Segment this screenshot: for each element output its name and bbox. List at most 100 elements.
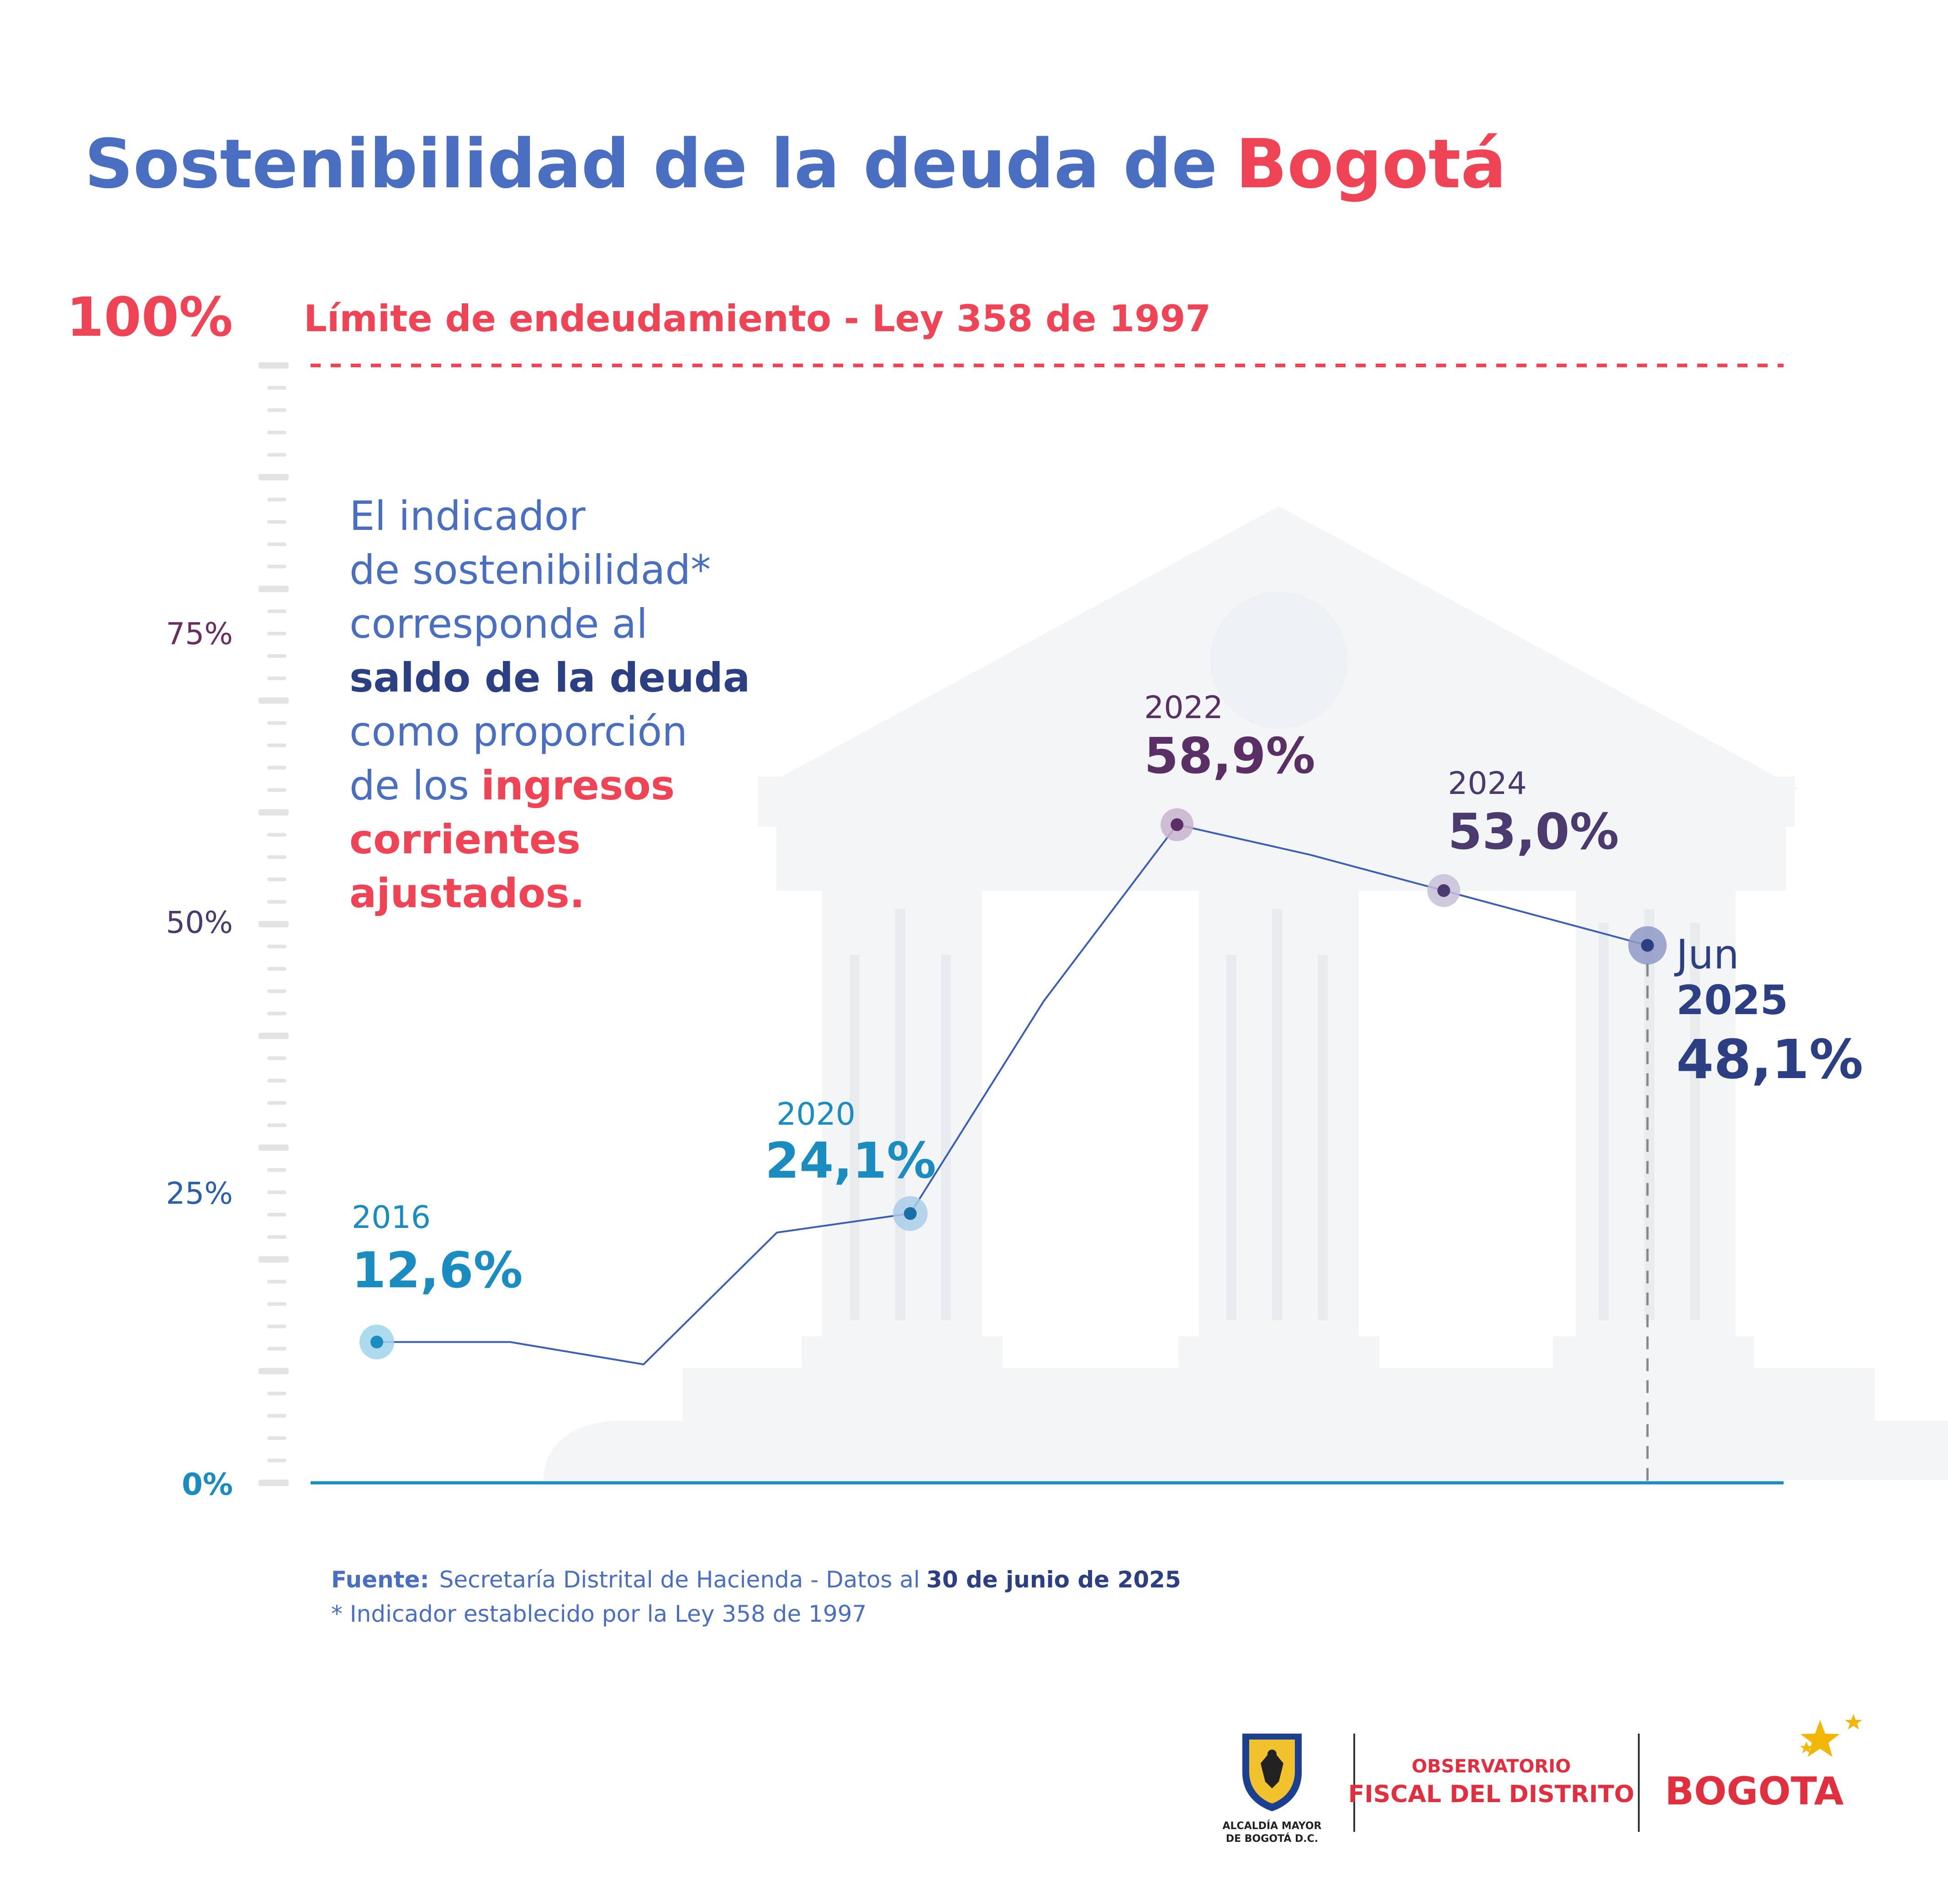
- description-line-4: saldo de la deuda: [349, 654, 750, 701]
- y-axis-tick: [267, 408, 286, 412]
- y-axis-tick: [267, 788, 286, 792]
- data-point-2024: [1437, 884, 1450, 897]
- column-flutes: [850, 909, 1700, 1320]
- annotation-2016-value: 12,6%: [352, 1242, 523, 1299]
- y-axis-tick: [259, 1480, 289, 1486]
- y-axis-tick: [267, 609, 286, 614]
- y-axis-tick: [267, 542, 286, 546]
- data-point-2020: [904, 1207, 917, 1220]
- y-axis-tick: [267, 654, 286, 658]
- annotation-2024-value: 53,0%: [1448, 804, 1619, 861]
- data-point-2022: [1171, 818, 1183, 831]
- y-axis-tick: [267, 1212, 286, 1216]
- y-tick-label-0: 0%: [182, 1467, 233, 1502]
- annotation-2025-value: 48,1%: [1676, 1028, 1863, 1091]
- limit-value-label: 100%: [66, 286, 233, 349]
- description-line-6b: ingresos: [481, 762, 675, 809]
- description-line-5: como proporción: [349, 708, 687, 755]
- observatorio-line-1: OBSERVATORIO: [1412, 1756, 1571, 1777]
- source-label: Fuente:: [331, 1566, 429, 1593]
- source-text: Secretaría Distrital de Hacienda - Datos…: [439, 1566, 920, 1593]
- y-axis-tick: [267, 900, 286, 904]
- y-axis-tick: [267, 721, 286, 725]
- source-line: Fuente: Secretaría Distrital de Hacienda …: [331, 1566, 1181, 1593]
- y-axis-ticks: [259, 362, 289, 1486]
- tiny-star-icon: [1800, 1741, 1813, 1753]
- annotation-2024-year: 2024: [1448, 766, 1527, 802]
- annotation-2016-year: 2016: [352, 1200, 431, 1236]
- annotation-2025-year-line1: Jun: [1674, 931, 1739, 978]
- series-line: [377, 824, 1648, 1365]
- annotation-2020-year: 2020: [776, 1096, 855, 1132]
- y-axis-tick: [267, 497, 286, 502]
- description-line-1: El indicador: [349, 492, 586, 539]
- y-axis-tick: [267, 565, 286, 569]
- y-axis-tick: [267, 1168, 286, 1172]
- y-axis-tick: [259, 1256, 289, 1263]
- y-axis-tick: [267, 743, 286, 747]
- description-line-3: corresponde al: [349, 600, 648, 647]
- annotation-2022-value: 58,9%: [1144, 728, 1315, 785]
- y-axis-tick: [267, 766, 286, 770]
- y-axis-tick: [267, 386, 286, 390]
- y-axis-tick: [267, 1436, 286, 1440]
- annotation-2025-year-line2: 2025: [1676, 977, 1788, 1024]
- description-line-6: de los ingresos: [349, 762, 675, 809]
- bogota-logo: BOGOTA: [1665, 1714, 1862, 1814]
- data-point-jun-2025: [1641, 939, 1654, 952]
- limit-text: Límite de endeudamiento - Ley 358 de 199…: [304, 297, 1211, 340]
- description-line-6a: de los: [349, 762, 469, 809]
- y-axis-tick: [267, 967, 286, 971]
- y-axis-tick: [267, 878, 286, 882]
- y-axis-tick: [267, 944, 286, 948]
- y-axis-tick: [267, 520, 286, 524]
- y-axis-tick: [259, 362, 289, 369]
- alcaldia-line-2: DE BOGOTÁ D.C.: [1226, 1833, 1318, 1845]
- data-point-2016: [370, 1335, 383, 1349]
- annotation-2020-value: 24,1%: [765, 1132, 936, 1190]
- y-axis-tick: [259, 697, 289, 704]
- alcaldia-logo: ALCALDÍA MAYOR DE BOGOTÁ D.C.: [1223, 1734, 1322, 1845]
- y-axis-tick: [259, 1368, 289, 1375]
- y-axis-tick: [267, 989, 286, 993]
- small-star-icon: [1845, 1714, 1862, 1729]
- y-axis-tick: [259, 809, 289, 816]
- source-note: * Indicador establecido por la Ley 358 d…: [331, 1601, 866, 1627]
- y-tick-label-75: 75%: [166, 616, 233, 651]
- y-axis-tick: [267, 1391, 286, 1396]
- y-axis-tick: [259, 1032, 289, 1039]
- y-axis-tick: [267, 1324, 286, 1328]
- y-axis-tick: [259, 474, 289, 481]
- y-axis-tick: [267, 1235, 286, 1239]
- y-axis-tick: [267, 1123, 286, 1127]
- page-title: Sostenibilidad de la deuda de Bogotá: [84, 125, 1506, 203]
- y-axis-tick: [267, 1459, 286, 1463]
- y-axis-tick: [267, 1056, 286, 1060]
- y-tick-label-25: 25%: [166, 1176, 233, 1211]
- y-axis-tick: [259, 921, 289, 927]
- y-axis-tick: [267, 1414, 286, 1418]
- description: El indicador de sostenibilidad* correspo…: [349, 492, 750, 917]
- y-axis-tick: [267, 833, 286, 837]
- y-axis-tick: [267, 676, 286, 680]
- bogota-wordmark: BOGOTA: [1665, 1769, 1844, 1814]
- annotation-2022-year: 2022: [1144, 690, 1223, 726]
- title-part2: Bogotá: [1235, 125, 1506, 203]
- star-icon: [1800, 1720, 1840, 1757]
- observatorio-line-2: FISCAL DEL DISTRITO: [1348, 1781, 1634, 1808]
- observatorio-logo: OBSERVATORIO FISCAL DEL DISTRITO: [1348, 1756, 1634, 1808]
- description-line-7: corrientes: [349, 816, 581, 863]
- y-axis-tick: [267, 430, 286, 434]
- y-axis-tick: [267, 1101, 286, 1105]
- y-axis-tick: [267, 632, 286, 636]
- y-axis-tick: [267, 1079, 286, 1083]
- description-line-2: de sostenibilidad*: [349, 546, 711, 593]
- y-axis-tick: [267, 1190, 286, 1195]
- alcaldia-line-1: ALCALDÍA MAYOR: [1223, 1820, 1322, 1832]
- title-part1: Sostenibilidad de la deuda de: [84, 125, 1217, 203]
- y-axis-tick: [259, 586, 289, 592]
- description-line-8: ajustados.: [349, 870, 585, 917]
- coat-of-arms-icon: [1242, 1734, 1302, 1811]
